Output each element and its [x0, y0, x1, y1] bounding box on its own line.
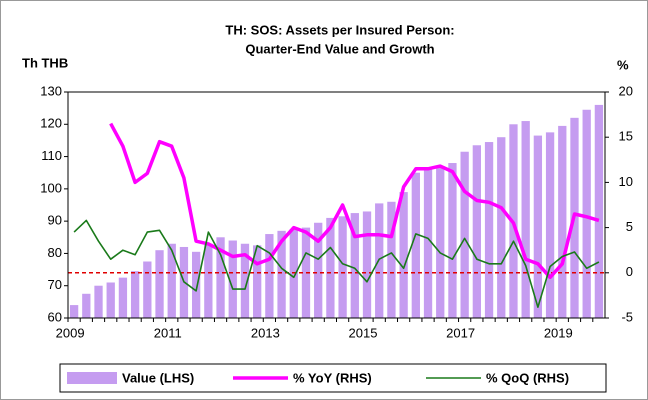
bar: [350, 213, 359, 318]
bar: [326, 217, 335, 318]
bar: [106, 282, 115, 318]
y-tick-label: 60: [48, 309, 62, 324]
bar: [582, 109, 591, 318]
bar: [143, 261, 152, 318]
bar: [545, 132, 555, 318]
y-tick-label: 130: [40, 83, 62, 98]
bar: [277, 230, 286, 318]
bar: [411, 172, 420, 318]
legend-label: Value (LHS): [122, 370, 194, 385]
bar: [118, 277, 128, 318]
bar: [460, 151, 469, 318]
chart-title: TH: SOS: Assets per Insured Person:: [225, 22, 454, 37]
x-tick-label: 2019: [544, 325, 573, 340]
y-tick-label: 80: [48, 245, 62, 260]
bar: [155, 250, 164, 318]
bar: [423, 169, 433, 318]
legend-swatch: [67, 372, 117, 384]
bar: [484, 142, 494, 318]
line-series: [73, 219, 600, 308]
x-tick-label: 2011: [154, 325, 182, 340]
bar: [533, 135, 543, 318]
x-tick-label: 2013: [251, 325, 280, 340]
bar: [253, 245, 262, 318]
bar: [94, 285, 103, 318]
bar: [130, 271, 140, 318]
y2-tick-label: 10: [619, 174, 633, 189]
bar: [204, 243, 213, 318]
bar: [82, 293, 91, 318]
bar: [314, 222, 323, 318]
bar: [289, 229, 298, 318]
bar: [521, 121, 530, 318]
y-tick-label: 70: [48, 277, 62, 292]
bar: [265, 234, 274, 318]
bar: [399, 192, 408, 318]
y2-tick-label: -5: [621, 309, 633, 324]
bar: [472, 145, 482, 318]
x-tick-label: 2015: [349, 325, 378, 340]
y-axis-label: Th THB: [22, 55, 68, 70]
x-tick-label: 2009: [56, 325, 85, 340]
bar: [69, 305, 79, 318]
bar: [228, 240, 237, 318]
x-tick-label: 2017: [446, 325, 475, 340]
y2-axis-label: %: [617, 57, 629, 72]
y2-tick-label: 5: [626, 219, 633, 234]
bar: [216, 237, 225, 318]
y-tick-label: 110: [41, 148, 62, 163]
bar: [338, 216, 347, 318]
bar: [240, 243, 250, 318]
bar: [594, 104, 604, 319]
bar: [448, 163, 457, 318]
chart-subtitle: Quarter-End Value and Growth: [245, 41, 434, 56]
y2-tick-label: 15: [619, 129, 633, 144]
y-tick-label: 120: [40, 116, 62, 131]
bar: [301, 227, 311, 318]
line-series: [109, 122, 600, 280]
bar: [191, 251, 201, 318]
legend-label: % QoQ (RHS): [486, 370, 569, 385]
bar: [558, 125, 567, 319]
legend-box: [59, 363, 607, 393]
legend-label: % YoY (RHS): [293, 370, 372, 385]
bar: [497, 137, 506, 318]
y2-tick-label: 20: [619, 83, 633, 98]
y-tick-label: 90: [48, 213, 62, 228]
y2-tick-label: 0: [626, 264, 633, 279]
bar: [436, 166, 445, 318]
bar: [167, 243, 176, 318]
y-tick-label: 100: [40, 180, 62, 195]
bar: [362, 211, 372, 318]
bar: [387, 201, 396, 318]
